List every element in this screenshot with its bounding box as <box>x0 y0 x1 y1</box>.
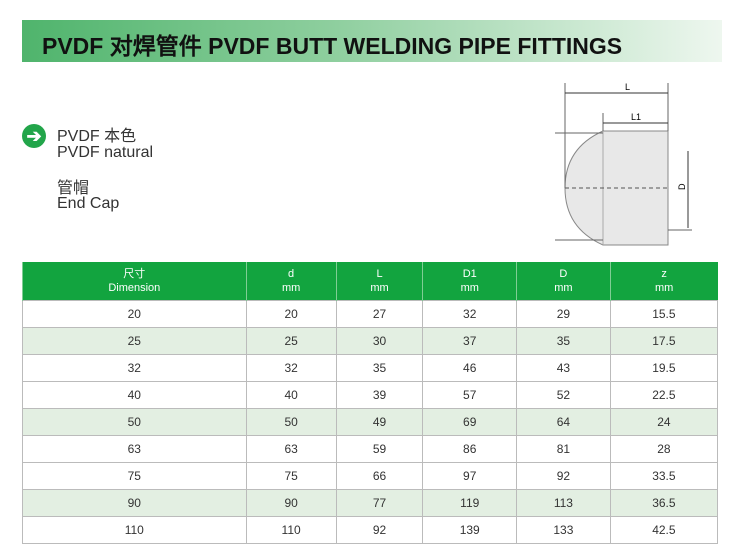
header-line: Dimension <box>108 282 161 294</box>
table-row: 25 25 30 37 35 17.5 <box>22 327 719 355</box>
header-line: mm <box>281 282 301 294</box>
label-D: D <box>677 183 687 190</box>
table-row: 50 50 49 69 64 24 <box>22 408 719 436</box>
title-banner: PVDF 对焊管件 PVDF BUTT WELDING PIPE FITTING… <box>22 20 722 62</box>
table-cell: 30 <box>335 327 424 355</box>
header-line: D1 <box>462 268 477 280</box>
table-cell: 27 <box>335 300 424 328</box>
table-cell: 75 <box>245 462 337 490</box>
table-cell: 66 <box>335 462 424 490</box>
header-line: mm <box>370 282 389 294</box>
table-cell: 64 <box>516 408 611 436</box>
table-row: 20 20 27 32 29 15.5 <box>22 300 719 328</box>
table-cell: 33.5 <box>609 462 719 490</box>
table-cell: 35 <box>335 354 424 382</box>
table-cell: 39 <box>335 381 424 409</box>
label-L1: L1 <box>631 112 641 122</box>
table-cell: 57 <box>422 381 518 409</box>
table-row: 40 40 39 57 52 22.5 <box>22 381 719 409</box>
table-cell: 50 <box>22 408 247 436</box>
table-cell: 35 <box>516 327 611 355</box>
table-row: 32 32 35 46 43 19.5 <box>22 354 719 382</box>
header-line: L <box>376 268 383 280</box>
table-cell: 90 <box>22 489 247 517</box>
end-cap-diagram: L L1 E D <box>555 82 692 246</box>
table-cell: 59 <box>335 435 424 463</box>
table-cell: 20 <box>245 300 337 328</box>
table-cell: 92 <box>516 462 611 490</box>
table-cell: 24 <box>609 408 719 436</box>
table-cell: 25 <box>245 327 337 355</box>
header-line: z <box>661 268 667 280</box>
table-cell: 17.5 <box>609 327 719 355</box>
table-cell: 81 <box>516 435 611 463</box>
table-cell: 22.5 <box>609 381 719 409</box>
table-cell: 49 <box>335 408 424 436</box>
header-line: 尺寸 <box>123 268 146 280</box>
table-cell: 75 <box>22 462 247 490</box>
table-cell: 42.5 <box>609 516 719 544</box>
table-cell: 92 <box>335 516 424 544</box>
table-cell: 25 <box>22 327 247 355</box>
header-line: mm <box>654 282 674 294</box>
table-cell: 69 <box>422 408 518 436</box>
column-header: d mm <box>245 262 337 301</box>
table-cell: 110 <box>22 516 247 544</box>
table-cell: 110 <box>245 516 337 544</box>
table-cell: 97 <box>422 462 518 490</box>
table-cell: 36.5 <box>609 489 719 517</box>
table-cell: 32 <box>245 354 337 382</box>
table-cell: 43 <box>516 354 611 382</box>
table-row: 63 63 59 86 81 28 <box>22 435 719 463</box>
header-line: mm <box>460 282 479 294</box>
table-cell: 77 <box>335 489 424 517</box>
table-cell: 86 <box>422 435 518 463</box>
material-cn: PVDF 本色 <box>57 128 137 145</box>
header-line: D <box>559 268 568 280</box>
table-cell: 32 <box>422 300 518 328</box>
column-header: D1 mm <box>422 262 517 301</box>
column-header: z mm <box>609 262 718 301</box>
header-line: mm <box>554 282 573 294</box>
table-cell: 139 <box>422 516 518 544</box>
table-cell: 133 <box>516 516 611 544</box>
table-cell: 113 <box>516 489 611 517</box>
table-cell: 90 <box>245 489 337 517</box>
table-cell: 63 <box>22 435 247 463</box>
table-cell: 29 <box>516 300 611 328</box>
table-cell: 40 <box>245 381 337 409</box>
table-cell: 15.5 <box>609 300 719 328</box>
table-cell: 40 <box>22 381 247 409</box>
table-cell: 19.5 <box>609 354 719 382</box>
header-line: d <box>288 268 295 280</box>
table-cell: 32 <box>22 354 247 382</box>
label-L: L <box>625 82 630 92</box>
table-row: 110 110 92 139 133 42.5 <box>22 516 719 544</box>
table-cell: 46 <box>422 354 518 382</box>
arrow-right-icon: ➔ <box>22 124 46 148</box>
table-row: 75 75 66 97 92 33.5 <box>22 462 719 490</box>
table-cell: 20 <box>22 300 247 328</box>
table-cell: 37 <box>422 327 518 355</box>
table-cell: 50 <box>245 408 337 436</box>
material-en: PVDF natural <box>57 144 154 161</box>
column-header: 尺寸 Dimension <box>22 262 247 301</box>
product-en: End Cap <box>57 195 120 212</box>
table-row: 90 90 77 119 113 36.5 <box>22 489 719 517</box>
product-cn: 管帽 <box>57 180 90 197</box>
page-title: PVDF 对焊管件 PVDF BUTT WELDING PIPE FITTING… <box>42 33 623 59</box>
table-cell: 63 <box>245 435 337 463</box>
table-cell: 119 <box>422 489 518 517</box>
table-cell: 28 <box>609 435 719 463</box>
table-cell: 52 <box>516 381 611 409</box>
